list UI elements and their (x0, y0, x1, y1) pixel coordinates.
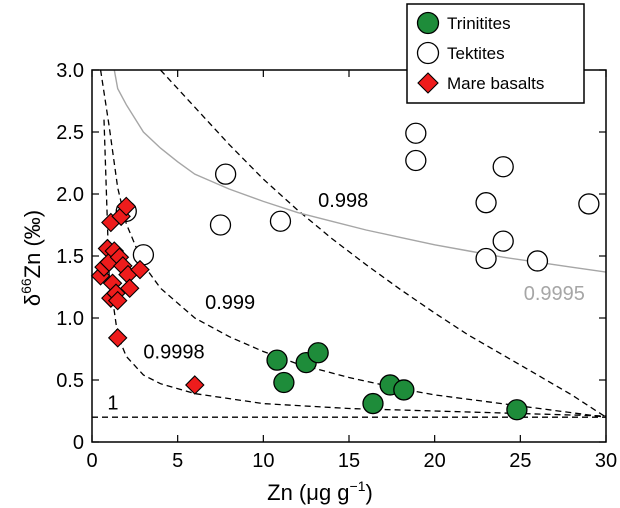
legend-label: Mare basalts (447, 74, 544, 93)
data-point (492, 230, 514, 252)
data-point (116, 196, 137, 217)
data-point (506, 399, 528, 421)
y-tick-label: 0.5 (56, 370, 84, 392)
data-point (185, 375, 205, 395)
data-point (107, 290, 128, 311)
y-axis-label-superscript: 66 (18, 278, 34, 294)
data-point (578, 193, 600, 215)
legend-label: Tektites (447, 44, 505, 63)
data-point (526, 250, 549, 272)
data-point (475, 247, 497, 270)
x-tick-label: 20 (424, 450, 446, 472)
data-point (492, 156, 514, 178)
model-curves (92, 70, 606, 418)
y-tick-label: 0 (73, 432, 84, 454)
model-curve (103, 119, 606, 417)
y-tick-label: 1.0 (56, 308, 84, 330)
legend-label: Trinitites (447, 14, 511, 33)
curve-label: 0.999 (205, 292, 255, 314)
data-point (307, 342, 329, 364)
y-tick-label: 2.0 (56, 184, 84, 206)
x-axis-label-main: Zn ( (267, 480, 307, 505)
curve-label: 0.998 (318, 190, 368, 212)
x-tick-label: 0 (86, 450, 97, 472)
y-tick-label: 3.0 (56, 60, 84, 82)
data-point (405, 122, 427, 144)
y-tick-label: 2.5 (56, 122, 84, 144)
data-point (132, 244, 155, 266)
data-point (130, 259, 150, 280)
y-axis-label: δ66Zn (‰) (18, 210, 45, 306)
legend-marker (417, 72, 439, 94)
x-tick-label: 25 (509, 450, 531, 472)
model-curve (160, 70, 606, 418)
model-curve (99, 70, 606, 418)
legend-marker (416, 11, 440, 35)
data-point (273, 371, 295, 394)
legend: Trinitites Tektites Mare basalts (406, 3, 585, 104)
x-axis-label-exponent: −1 (350, 478, 366, 494)
curve-label: 0.9998 (143, 341, 204, 363)
data-point (362, 392, 384, 415)
curve-label: 0.9995 (524, 283, 585, 305)
data-points (90, 122, 600, 421)
x-axis-label-close: ) (366, 480, 373, 505)
data-point (269, 210, 292, 232)
data-point (475, 192, 497, 214)
x-tick-label: 15 (338, 450, 360, 472)
curve-labels: 1 0.9998 0.999 0.998 0.9995 (107, 190, 585, 414)
data-point (405, 149, 427, 172)
curve-label: 1 (107, 392, 118, 414)
model-curve (113, 70, 606, 273)
y-axis-label-delta: δ (20, 294, 45, 306)
x-axis-label: Zn (μg g−1) (267, 478, 373, 505)
legend-marker (416, 41, 440, 65)
data-point (214, 163, 237, 185)
x-tick-label: 5 (172, 450, 183, 472)
data-point (266, 349, 288, 371)
y-axis-label-rest: Zn (‰) (20, 210, 45, 278)
x-axis-label-mu: μ (306, 480, 319, 505)
data-point (209, 214, 232, 236)
x-axis-label-unit: g g (319, 480, 350, 505)
x-tick-label: 10 (252, 450, 274, 472)
legend-items: Trinitites Tektites Mare basalts (416, 11, 544, 94)
data-point (119, 278, 140, 299)
x-axis: 0 5 10 15 20 25 30 (86, 70, 617, 472)
data-point (107, 328, 128, 348)
y-axis: 0 0.5 1.0 1.5 2.0 2.5 3.0 (56, 60, 606, 454)
y-tick-label: 1.5 (56, 246, 84, 268)
x-tick-label: 30 (595, 450, 617, 472)
data-point (393, 379, 415, 401)
